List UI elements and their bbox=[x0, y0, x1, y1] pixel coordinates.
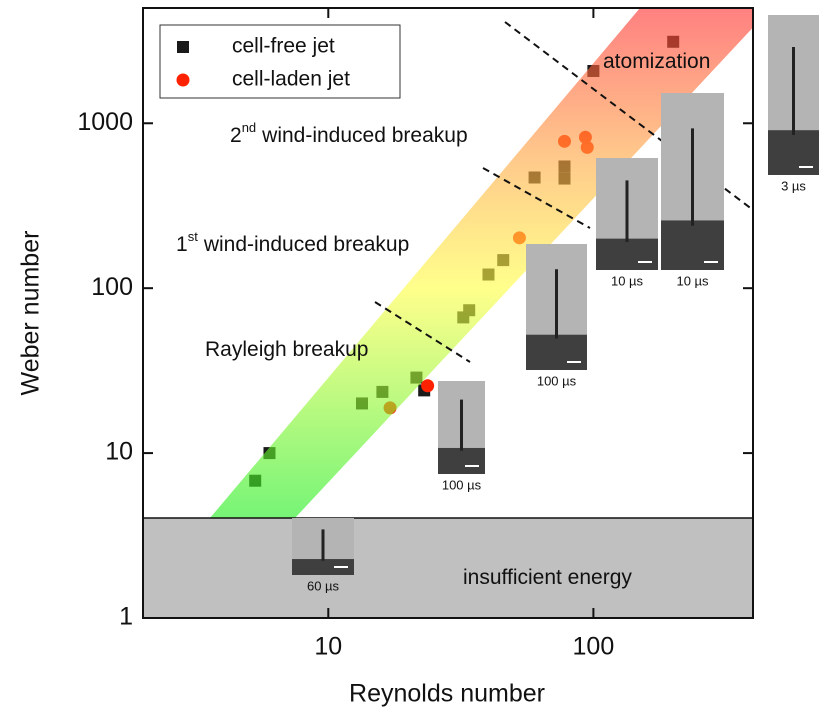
inset-substrate bbox=[438, 448, 485, 474]
inset-substrate bbox=[526, 335, 587, 370]
region-label: atomization bbox=[603, 50, 710, 73]
region-label-sup: st bbox=[188, 229, 199, 244]
y-tick-label: 10 bbox=[105, 438, 133, 466]
chart: 60 µs 100 µs 100 µs 10 µs 10 µs 3 µs 10 100 1 10… bbox=[0, 0, 819, 719]
data-point bbox=[421, 379, 434, 392]
inset-label: 60 µs bbox=[307, 578, 340, 593]
region-label-text: 1 bbox=[176, 233, 188, 256]
inset-label: 100 µs bbox=[442, 477, 482, 492]
legend-label: cell-laden jet bbox=[232, 68, 350, 91]
legend: cell-free jet cell-laden jet bbox=[160, 25, 400, 98]
legend-marker bbox=[177, 74, 190, 87]
legend-marker bbox=[177, 41, 189, 53]
region-label: insufficient energy bbox=[463, 566, 632, 589]
inset-label: 10 µs bbox=[676, 273, 709, 288]
region-label: Rayleigh breakup bbox=[205, 338, 368, 361]
inset-substrate bbox=[596, 239, 658, 270]
y-tick-label: 1 bbox=[119, 603, 133, 631]
inset-substrate bbox=[768, 130, 819, 175]
region-label: 1st wind-induced breakup bbox=[176, 229, 409, 255]
region-label-text: atomization bbox=[603, 50, 710, 73]
region-label-text: 2 bbox=[230, 124, 242, 147]
x-axis-label: Reynolds number bbox=[349, 680, 545, 708]
insufficient-region bbox=[143, 518, 753, 618]
region-label-text: insufficient energy bbox=[463, 566, 632, 589]
inset-label: 100 µs bbox=[537, 373, 577, 388]
x-tick-label: 10 bbox=[314, 633, 342, 661]
y-axis-label: Weber number bbox=[17, 231, 45, 396]
insets: 60 µs 100 µs 100 µs 10 µs 10 µs 3 µs bbox=[292, 15, 819, 593]
region-label-text: Rayleigh breakup bbox=[205, 338, 368, 361]
y-tick-label: 1000 bbox=[77, 108, 133, 136]
y-tick-label: 100 bbox=[91, 273, 133, 301]
region-label: 2nd wind-induced breakup bbox=[230, 120, 468, 146]
legend-label: cell-free jet bbox=[232, 35, 335, 58]
x-tick-label: 100 bbox=[573, 633, 615, 661]
region-label-sup: nd bbox=[242, 120, 256, 135]
inset-label: 3 µs bbox=[781, 178, 806, 193]
region-label-rest: wind-induced breakup bbox=[261, 124, 467, 147]
inset-label: 10 µs bbox=[611, 273, 644, 288]
region-label-rest: wind-induced breakup bbox=[203, 233, 409, 256]
